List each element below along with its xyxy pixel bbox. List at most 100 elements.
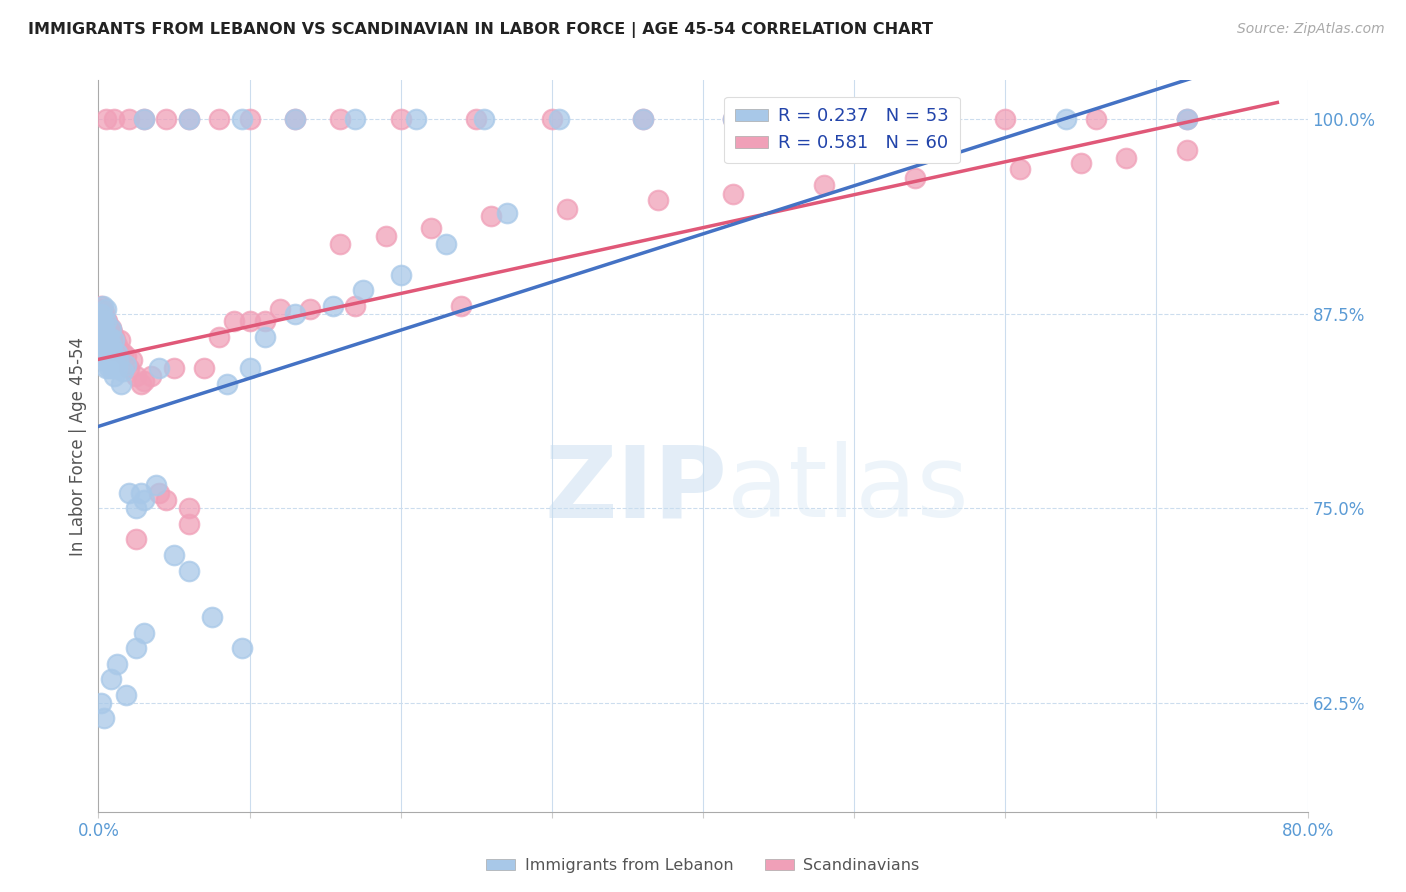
Point	[105, 657, 128, 671]
Point	[125, 641, 148, 656]
Point	[374, 228, 396, 243]
Point	[132, 374, 155, 388]
Point	[723, 112, 745, 127]
Point	[110, 376, 132, 391]
Point	[329, 112, 352, 127]
Point	[105, 345, 128, 359]
Point	[1070, 155, 1092, 169]
Point	[90, 299, 112, 313]
Point	[121, 353, 143, 368]
Point	[89, 314, 111, 328]
Point	[100, 673, 122, 687]
Point	[125, 501, 148, 516]
Point	[101, 326, 124, 340]
Point	[93, 353, 115, 368]
Point	[231, 641, 253, 656]
Point	[284, 112, 307, 127]
Point	[111, 345, 134, 359]
Point	[101, 338, 124, 352]
Point	[125, 533, 148, 547]
Point	[548, 112, 571, 127]
Point	[125, 368, 148, 383]
Point	[103, 333, 125, 347]
Point	[1054, 112, 1077, 127]
Point	[101, 361, 124, 376]
Point	[90, 314, 112, 328]
Point	[994, 112, 1017, 127]
Point	[239, 314, 262, 328]
Point	[114, 688, 136, 702]
Point	[299, 301, 322, 316]
Point	[107, 343, 129, 357]
Point	[141, 368, 163, 383]
Text: atlas: atlas	[727, 442, 969, 539]
Point	[107, 353, 129, 368]
Point	[904, 112, 927, 127]
Point	[105, 338, 128, 352]
Point	[94, 345, 117, 359]
Point	[96, 338, 118, 352]
Point	[132, 625, 155, 640]
Point	[94, 314, 117, 328]
Point	[98, 330, 121, 344]
Point	[96, 314, 118, 328]
Point	[96, 338, 118, 352]
Point	[239, 112, 262, 127]
Text: Source: ZipAtlas.com: Source: ZipAtlas.com	[1237, 22, 1385, 37]
Point	[94, 301, 117, 316]
Point	[179, 564, 201, 578]
Point	[253, 314, 276, 328]
Point	[284, 307, 307, 321]
Point	[193, 361, 215, 376]
Point	[224, 314, 246, 328]
Point	[344, 112, 367, 127]
Point	[90, 322, 112, 336]
Point	[239, 361, 262, 376]
Point	[1085, 112, 1108, 127]
Point	[450, 299, 472, 313]
Point	[98, 343, 121, 357]
Point	[1175, 144, 1198, 158]
Point	[495, 205, 517, 219]
Point	[723, 112, 745, 127]
Point	[647, 193, 669, 207]
Point	[100, 333, 122, 347]
Point	[93, 318, 115, 332]
Point	[103, 112, 125, 127]
Point	[111, 364, 134, 378]
Point	[96, 353, 118, 368]
Point	[322, 299, 344, 313]
Point	[934, 112, 956, 127]
Point	[94, 361, 117, 376]
Point	[155, 112, 177, 127]
Point	[91, 322, 114, 336]
Point	[129, 485, 152, 500]
Point	[813, 112, 835, 127]
Point	[93, 330, 115, 344]
Point	[201, 610, 224, 624]
Point	[344, 299, 367, 313]
Point	[215, 376, 238, 391]
Point	[118, 112, 141, 127]
Point	[352, 284, 374, 298]
Point	[91, 308, 114, 322]
Point	[103, 343, 125, 357]
Point	[389, 268, 412, 282]
Point	[208, 112, 231, 127]
Point	[108, 333, 131, 347]
Point	[91, 320, 114, 334]
Point	[93, 338, 115, 352]
Point	[100, 320, 122, 334]
Point	[89, 301, 111, 316]
Point	[631, 112, 654, 127]
Point	[93, 305, 115, 319]
Point	[94, 338, 117, 352]
Point	[434, 236, 457, 251]
Point	[132, 112, 155, 127]
Point	[155, 493, 177, 508]
Point	[231, 112, 253, 127]
Point	[91, 338, 114, 352]
Point	[114, 349, 136, 363]
Text: IMMIGRANTS FROM LEBANON VS SCANDINAVIAN IN LABOR FORCE | AGE 45-54 CORRELATION C: IMMIGRANTS FROM LEBANON VS SCANDINAVIAN …	[28, 22, 934, 38]
Point	[148, 485, 170, 500]
